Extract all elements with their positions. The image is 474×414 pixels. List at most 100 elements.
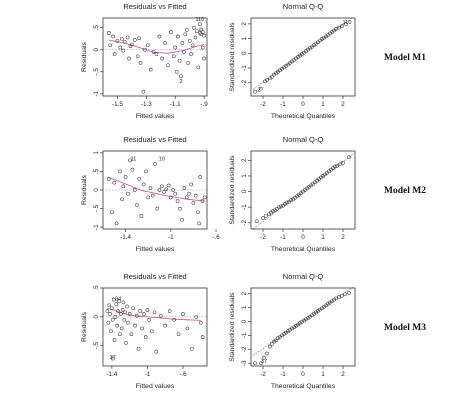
data-point [335,163,339,168]
x-tick-label: -1.4 [106,371,117,378]
data-point [117,299,121,304]
data-point [163,323,168,328]
data-point [193,35,198,40]
data-point [153,162,157,166]
point-annotation: 37 [261,359,267,365]
data-point [193,193,198,198]
data-point [340,293,344,298]
x-tick-label: 1 [321,371,325,378]
y-tick-label: -2 [241,346,248,352]
data-point [194,315,199,319]
y-tick-label: -.5 [93,204,100,212]
data-point [291,197,295,202]
x-tick-label: -2 [260,234,266,241]
data-point [157,188,162,192]
y-axis-label: Standardized residuals [229,22,236,92]
data-point [120,197,125,202]
x-tick-label: -2 [260,101,266,108]
data-point [313,180,317,185]
data-point [198,320,203,325]
y-tick-label: 1 [241,305,248,309]
y-tick-label: 0 [93,188,100,192]
data-point [150,193,155,198]
data-point [181,312,185,316]
data-point [139,214,144,218]
data-point [107,303,112,308]
x-axis-label: Fitted values [136,246,175,253]
data-point [192,25,196,30]
panel-title: Normal Q-Q [283,135,324,144]
data-point [187,39,192,43]
plot-frame [250,17,356,97]
model-label: Model M2 [384,186,426,196]
data-point [121,300,126,305]
y-tick-label: -1 [241,65,248,71]
data-point [152,310,157,315]
data-point [270,341,274,346]
data-point [150,329,154,334]
data-point [253,89,257,94]
y-tick-label: -1 [241,204,248,210]
data-point [159,184,164,189]
data-point [141,89,146,94]
data-point [334,27,338,31]
data-point [265,351,269,356]
data-point [171,54,176,59]
y-tick-label: -2 [241,219,248,225]
x-tick-label: 2 [341,371,345,378]
data-point [106,177,111,181]
data-point [114,302,119,307]
data-point [268,344,272,349]
data-point [145,308,150,312]
data-point [138,309,143,313]
model-label: Model M1 [384,53,426,63]
residuals-vs-fitted-panel: Residuals vs Fitted -1.5 -1.3 -1.1 -.9 -1 -.5 0… [81,2,208,120]
data-point [202,33,206,38]
model-label: Model M3 [384,323,426,333]
point-annotation: 37 [110,355,116,361]
data-point [154,52,159,56]
data-point [190,43,195,48]
data-point [140,326,144,331]
data-point [197,31,202,35]
data-point [111,297,116,302]
data-point [137,177,142,181]
x-tick-label: 1 [321,234,325,241]
data-point [122,317,127,322]
data-point [110,306,114,311]
data-point [151,50,156,54]
residuals-vs-fitted-panel: Residuals vs Fitted -1.4 -1 -.6 -.5 0 .5 Fitted… [81,272,208,390]
point-annotation: 11 [131,156,137,162]
data-point [110,356,115,361]
data-point [143,335,148,339]
data-point [172,317,176,322]
data-point [132,38,137,42]
point-annotation: 10 [159,156,165,162]
data-point [142,312,146,316]
data-point [262,355,266,360]
data-point [173,191,178,196]
point-annotation: 110 [195,17,204,23]
data-point [112,338,117,342]
data-point [136,346,141,351]
data-point [147,317,152,322]
data-point [125,304,129,309]
y-tick-label: 0 [241,319,248,323]
data-point [166,183,171,188]
normal-qq-panel: Normal Q-Q -2 -1 0 1 2 -3 -2 -1 0 1 2 Theoretical Qu… [229,272,356,390]
point-annotation: 94 [115,297,121,303]
y-axis-label: Residuals [81,174,88,204]
data-point [285,200,289,205]
data-point [200,335,205,339]
data-point [148,186,153,190]
y-axis-label: Standardized residuals [229,292,236,362]
data-point [114,221,119,226]
data-point [120,308,125,312]
data-point [173,45,178,50]
data-point [163,41,167,45]
data-point [261,216,265,220]
data-point [169,30,173,34]
data-point [338,162,342,167]
x-tick-label: 0 [301,234,305,241]
